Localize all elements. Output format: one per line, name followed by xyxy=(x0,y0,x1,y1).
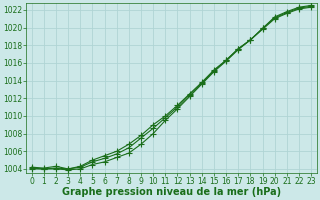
X-axis label: Graphe pression niveau de la mer (hPa): Graphe pression niveau de la mer (hPa) xyxy=(62,187,281,197)
